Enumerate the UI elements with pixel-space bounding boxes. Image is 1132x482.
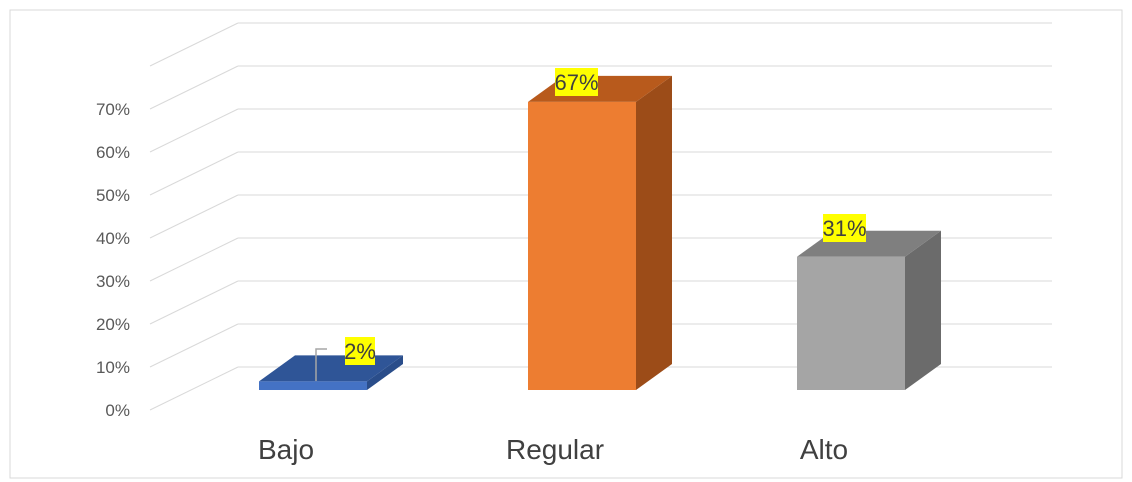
- bar-regular: [528, 75, 672, 391]
- y-tick-label: 60%: [96, 143, 130, 162]
- y-tick-label: 10%: [96, 358, 130, 377]
- gridline-diagonal: [149, 323, 239, 368]
- x-axis-ticks: Bajo Regular Alto: [258, 434, 848, 465]
- x-tick-label: Alto: [800, 434, 848, 465]
- bar-side-face: [636, 75, 672, 391]
- bar-side-face: [367, 355, 403, 390]
- data-label-highlight: [823, 214, 866, 242]
- bar-bajo: [259, 355, 403, 390]
- gridline-diagonal: [149, 65, 239, 110]
- data-label-highlight: [345, 337, 375, 365]
- leader-line: [315, 348, 327, 381]
- y-tick-label: 30%: [96, 272, 130, 291]
- bar-front-face: [259, 381, 367, 390]
- y-tick-label: 20%: [96, 315, 130, 334]
- gridline-diagonal: [149, 280, 239, 325]
- gridline-diagonal: [149, 22, 239, 67]
- gridline-diagonal: [149, 151, 239, 196]
- gridline-diagonal: [149, 366, 239, 411]
- data-label-highlight: [555, 68, 598, 96]
- data-label-bajo: 2%: [344, 337, 376, 365]
- y-tick-label: 50%: [96, 186, 130, 205]
- data-labels: 2% 67% 31%: [315, 68, 867, 381]
- gridline-diagonal: [149, 194, 239, 239]
- chart-border: [9, 9, 1123, 479]
- bar-alto: [797, 230, 941, 390]
- bar-front-face: [797, 256, 905, 390]
- data-label-regular: 67%: [554, 68, 599, 96]
- x-tick-label: Bajo: [258, 434, 314, 465]
- bar-front-face: [528, 101, 636, 391]
- gridline-diagonal: [149, 237, 239, 282]
- data-label-alto: 31%: [822, 214, 867, 242]
- y-axis-ticks: 0% 10% 20% 30% 40% 50% 60% 70%: [96, 100, 130, 420]
- data-label-text: 67%: [554, 70, 598, 95]
- y-tick-label: 70%: [96, 100, 130, 119]
- gridline-diagonal: [149, 108, 239, 153]
- x-tick-label: Regular: [506, 434, 604, 465]
- bar-side-face: [905, 230, 941, 390]
- data-label-text: 31%: [822, 216, 866, 241]
- y-tick-label: 40%: [96, 229, 130, 248]
- data-label-text: 2%: [344, 339, 376, 364]
- y-tick-label: 0%: [105, 401, 130, 420]
